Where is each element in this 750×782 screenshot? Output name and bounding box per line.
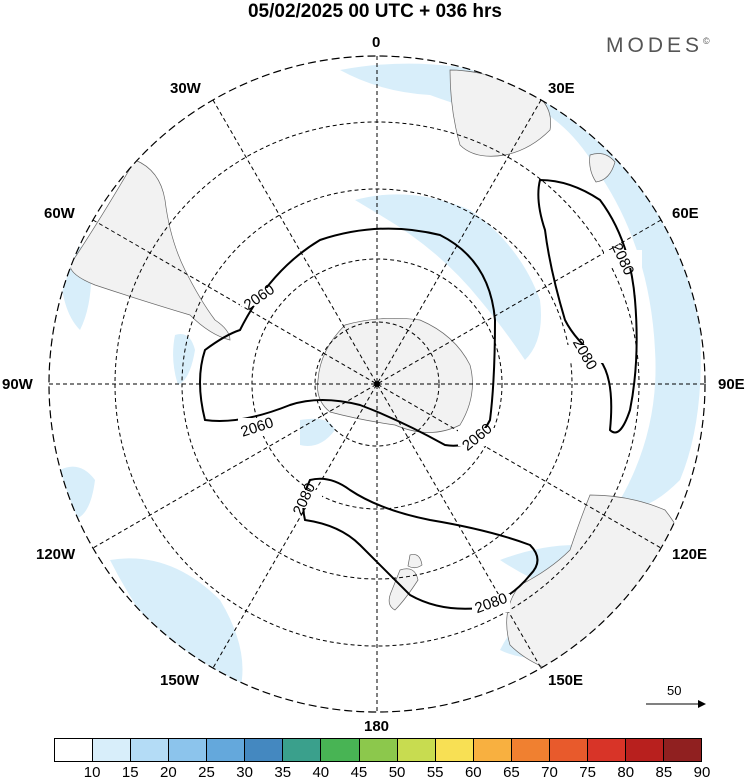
- legend-swatch: [55, 739, 94, 761]
- legend-swatch: [359, 739, 398, 761]
- legend-tick-label: 65: [503, 764, 520, 781]
- legend-tick-label: 90: [693, 764, 711, 781]
- legend-tick-label: 80: [617, 764, 635, 781]
- lon-label-30e: 30E: [548, 80, 575, 97]
- legend-swatch: [587, 739, 626, 761]
- lon-label-150w: 150W: [160, 672, 200, 689]
- lon-label-120e: 120E: [672, 546, 708, 563]
- legend-swatch: [207, 739, 246, 761]
- legend-tick-label: 20: [160, 764, 177, 781]
- lon-label-120w: 120W: [36, 546, 76, 563]
- legend-tick-label: 40: [312, 764, 330, 781]
- legend-swatch: [625, 739, 664, 761]
- lon-label-60w: 60W: [44, 205, 75, 222]
- legend-swatch: [93, 739, 132, 761]
- legend-tick-label: 60: [464, 764, 482, 781]
- lon-label-90w: 90W: [2, 376, 33, 393]
- map-boundary: [48, 55, 706, 713]
- legend-swatch: [283, 739, 322, 761]
- lon-label-180: 180: [364, 718, 390, 735]
- new-zealand-north: [407, 554, 423, 569]
- legend-swatch: [321, 739, 360, 761]
- legend-tick-label: 15: [121, 764, 139, 781]
- madagascar: [589, 153, 616, 183]
- legend-swatch: [549, 739, 588, 761]
- legend-tick-label: 30: [236, 764, 253, 781]
- map-title: 05/02/2025 00 UTC + 036 hrs: [247, 1, 503, 22]
- lon-label-30w: 30W: [170, 80, 201, 97]
- brand-name: MODES: [606, 34, 704, 57]
- graticule: [49, 56, 705, 712]
- legend-swatch: [473, 739, 512, 761]
- legend-swatch: [397, 739, 436, 761]
- legend-tick-label: 25: [198, 764, 215, 781]
- legend-tick-label: 50: [388, 764, 406, 781]
- pole-marker: [374, 381, 380, 387]
- map-disc: 2060 2060 2060 2080 2080 2080 2080: [49, 56, 705, 712]
- contour-label-bg: [238, 250, 642, 612]
- legend-swatch: [435, 739, 474, 761]
- vector-reference-arrow: [646, 700, 706, 708]
- legend-tick-label: 85: [655, 764, 673, 781]
- legend-tick-label: 75: [579, 764, 596, 781]
- legend-tick-label: 10: [83, 764, 101, 781]
- brand-mark: ©: [703, 36, 710, 46]
- brand-logo: MODES©: [606, 34, 710, 58]
- legend-tick-label: 35: [274, 764, 292, 781]
- color-legend: [54, 738, 702, 762]
- lon-label-90e: 90E: [718, 376, 745, 393]
- polar-map: 2060 2060 2060 2080 2080 2080 2080: [48, 55, 706, 713]
- legend-swatch: [511, 739, 550, 761]
- legend-swatch: [169, 739, 208, 761]
- contour-2080-east: [537, 178, 638, 434]
- legend-tick-label: 45: [350, 764, 368, 781]
- legend-swatch: [245, 739, 284, 761]
- lon-label-60e: 60E: [672, 205, 699, 222]
- vector-reference-label: 50: [667, 683, 682, 698]
- legend-swatch: [131, 739, 170, 761]
- legend-tick-label: 70: [541, 764, 558, 781]
- legend-swatch: [664, 739, 702, 761]
- contour-2080-south: [302, 477, 539, 610]
- lon-label-0: 0: [372, 34, 381, 51]
- legend-tick-label: 55: [426, 764, 444, 781]
- lon-label-150e: 150E: [548, 672, 584, 689]
